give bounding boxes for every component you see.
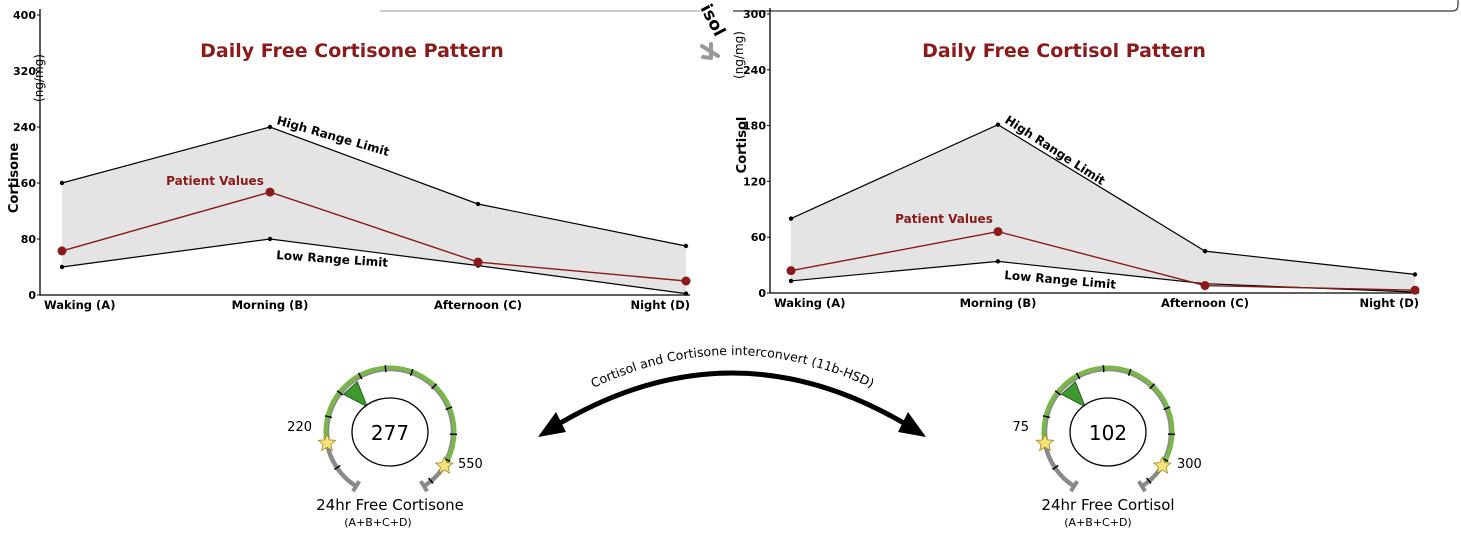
x-tick-label: Waking (A): [44, 298, 115, 312]
y-tick-label: 60: [751, 231, 767, 244]
range-limit-point: [789, 279, 793, 283]
patient-value-point: [1201, 281, 1210, 290]
range-limit-point: [268, 237, 272, 241]
range-limit-point: [60, 265, 64, 269]
partial-rotated-label: isol: [696, 1, 729, 40]
x-tick-label: Afternoon (C): [1161, 296, 1249, 310]
y-tick-label: 0: [28, 289, 36, 302]
range-limit-point: [789, 216, 793, 220]
gauge-value: 102: [1089, 421, 1127, 445]
x-tick-label: Waking (A): [774, 296, 845, 310]
gauge-low-label: 220: [287, 420, 312, 435]
chart-title: Daily Free Cortisol Pattern: [922, 40, 1206, 62]
gauge-subtitle: (A+B+C+D): [1064, 516, 1131, 529]
svg-text:isol: isol: [696, 1, 729, 40]
patient-value-point: [266, 188, 275, 197]
patient-value-point: [787, 266, 796, 275]
y-axis-unit: (ng/mg): [32, 54, 46, 102]
x-tick-label: Night (D): [630, 298, 690, 312]
patient-value-point: [474, 258, 483, 267]
y-tick-label: 160: [13, 177, 36, 190]
y-tick-label: 240: [13, 121, 36, 134]
y-tick-label: 320: [13, 65, 36, 78]
range-limit-point: [60, 181, 64, 185]
range-limit-point: [476, 202, 480, 206]
gauge-high-label: 300: [1177, 457, 1202, 472]
y-tick-label: 120: [743, 175, 766, 188]
patient-value-point: [1411, 286, 1420, 295]
range-limit-point: [1413, 272, 1417, 276]
gauge-low-label: 75: [1012, 420, 1029, 435]
y-tick-label: 240: [743, 64, 766, 77]
interconvert-arrow: Cortisol and Cortisone interconvert (11b…: [538, 343, 926, 437]
range-limit-point: [996, 259, 1000, 263]
gauge-name: 24hr Free Cortisone: [316, 496, 464, 514]
range-limit-point: [268, 125, 272, 129]
arrow-caption: Cortisol and Cortisone interconvert (11b…: [588, 343, 876, 391]
range-limit-point: [684, 244, 688, 248]
patient-values-label: Patient Values: [166, 174, 264, 188]
gauge-name: 24hr Free Cortisol: [1041, 496, 1174, 514]
chevron-down-icon: [702, 44, 718, 58]
patient-value-point: [994, 227, 1003, 236]
reference-range-band: [791, 125, 1415, 292]
gauge-value: 277: [371, 421, 409, 445]
x-tick-label: Afternoon (C): [434, 298, 522, 312]
patient-values-label: Patient Values: [895, 212, 993, 226]
patient-value-point: [58, 246, 67, 255]
chart-title: Daily Free Cortisone Pattern: [200, 40, 504, 62]
cortisone-chart: Daily Free Cortisone Pattern Cortisone (…: [7, 9, 691, 312]
y-tick-label: 80: [21, 233, 37, 246]
cortisone-24hr-gauge: 277 220 550 24hr Free Cortisone (A+B+C+D…: [287, 365, 483, 529]
arrowhead-right-icon: [898, 412, 926, 437]
x-tick-label: Night (D): [1359, 296, 1419, 310]
y-tick-label: 180: [743, 120, 766, 133]
range-limit-point: [684, 291, 688, 295]
y-tick-label: 400: [13, 9, 36, 22]
x-tick-label: Morning (B): [232, 298, 309, 312]
x-tick-label: Morning (B): [960, 296, 1037, 310]
cortisol-chart: Daily Free Cortisol Pattern Cortisol (ng…: [732, 8, 1420, 310]
panel-frame: [733, 0, 1458, 11]
cortisol-24hr-gauge: 102 75 300 24hr Free Cortisol (A+B+C+D): [1012, 365, 1201, 529]
arrowhead-left-icon: [538, 412, 566, 437]
gauge-high-label: 550: [458, 457, 483, 472]
range-limit-point: [996, 122, 1000, 126]
y-tick-label: 0: [758, 287, 766, 300]
range-limit-point: [1203, 249, 1207, 253]
gauge-subtitle: (A+B+C+D): [344, 516, 411, 529]
y-tick-label: 300: [743, 8, 766, 21]
patient-value-point: [682, 277, 691, 286]
